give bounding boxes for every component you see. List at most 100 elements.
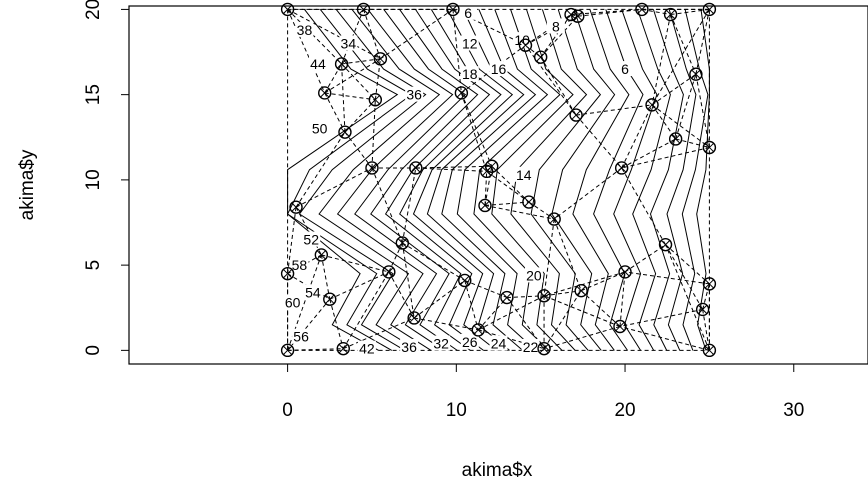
data-point-cross [637, 4, 647, 14]
data-point-cross [620, 267, 630, 277]
contour-label: 6 [621, 61, 629, 77]
contour-label: 44 [310, 56, 326, 72]
contour-line [384, 9, 491, 351]
y-tick-label: 10 [83, 169, 104, 190]
triangulation-edge [320, 254, 331, 300]
triangulation-edge [324, 58, 381, 94]
triangulation-edge [624, 271, 710, 285]
data-point [478, 198, 492, 213]
x-tick-label: 30 [783, 400, 804, 421]
contour-line [681, 9, 709, 351]
triangulation-edge [324, 92, 376, 101]
contour-line [491, 9, 574, 351]
contour-label: 24 [491, 336, 507, 352]
data-point-cross [704, 4, 714, 14]
contour-label-bg [295, 21, 314, 37]
data-point-cross [316, 250, 326, 260]
data-point-cross [411, 163, 421, 173]
data-point [356, 2, 371, 17]
contour-line [551, 9, 616, 351]
data-point [280, 343, 295, 358]
data-point [635, 2, 649, 17]
contour-line [441, 9, 537, 351]
data-point-cross [660, 240, 671, 250]
data-point-cross [666, 9, 676, 20]
triangulation-edge [486, 170, 530, 203]
triangulation-edge [460, 92, 493, 167]
contour-label-bg [489, 61, 508, 77]
triangulation-edge [651, 73, 697, 106]
contour-label: 16 [491, 61, 507, 77]
contour-label-bg [290, 257, 309, 273]
contour-label: 22 [523, 339, 539, 355]
x-tick-label: 20 [614, 400, 635, 421]
triangulation-edge [464, 280, 479, 331]
contour-label-bg [460, 35, 479, 51]
contour-label: 42 [359, 341, 375, 357]
triangulation-edge [543, 271, 626, 297]
data-point [645, 98, 659, 112]
triangulation-edge [624, 244, 666, 273]
contour-label: 6 [464, 5, 472, 21]
triangulation-edge [540, 56, 577, 116]
data-point-cross [573, 11, 583, 21]
triangulation-edge [619, 271, 626, 327]
contour-label-bg [432, 335, 451, 351]
data-point [689, 67, 703, 81]
data-point-cross [283, 269, 293, 279]
y-axis-label: akima$y [17, 149, 38, 220]
triangulation-edge [619, 308, 703, 327]
data-point-cross [283, 4, 293, 14]
y-tick-label: 0 [83, 345, 104, 356]
data-point [373, 52, 388, 66]
data-point-cross [704, 142, 714, 153]
contour-line [632, 9, 671, 351]
data-point [663, 7, 678, 22]
data-point [485, 159, 499, 173]
contour-label-bg [460, 66, 479, 82]
contour-label-bg [303, 284, 322, 300]
triangulation-edge [543, 219, 555, 296]
triangulation-edge [651, 9, 710, 106]
data-point-cross [671, 134, 681, 144]
contour-label: 12 [462, 36, 478, 52]
contour-label-bg [357, 340, 376, 356]
data-point-cross [370, 95, 380, 105]
contour-line [298, 9, 427, 351]
data-point [702, 277, 717, 291]
triangulation-edge [287, 9, 342, 65]
contour-label: 18 [462, 66, 478, 82]
contour-line [336, 9, 454, 351]
triangulation-edge [540, 15, 579, 58]
data-point [533, 50, 548, 64]
data-point-cross [571, 110, 581, 120]
data-point [668, 132, 683, 146]
data-points-layer [280, 2, 717, 358]
contour-line [354, 9, 467, 351]
triangulation-edge [621, 138, 676, 169]
triangulation-edge [324, 63, 343, 94]
triangulation-edge [401, 167, 417, 244]
data-point [518, 38, 533, 52]
data-point [318, 86, 332, 100]
contour-line [530, 9, 602, 351]
data-point-cross [704, 279, 714, 289]
data-point-cross [487, 161, 497, 171]
data-point-cross [576, 286, 586, 296]
triangulation-edge [702, 283, 710, 310]
contour-label: 58 [292, 257, 308, 273]
triangulation-edge [342, 271, 390, 349]
data-point [454, 86, 469, 100]
triangulation-edge [651, 14, 672, 105]
contour-label-bg [405, 86, 424, 102]
triangulation-edge [621, 167, 666, 245]
data-point [471, 323, 485, 337]
contour-label-bg [339, 35, 358, 51]
triangulation-edge [695, 74, 710, 148]
contour-line [696, 9, 710, 351]
triangulation-edge [287, 9, 326, 94]
data-point-cross [704, 345, 714, 355]
data-point-cross [539, 291, 549, 301]
triangulation-edge [641, 8, 671, 16]
